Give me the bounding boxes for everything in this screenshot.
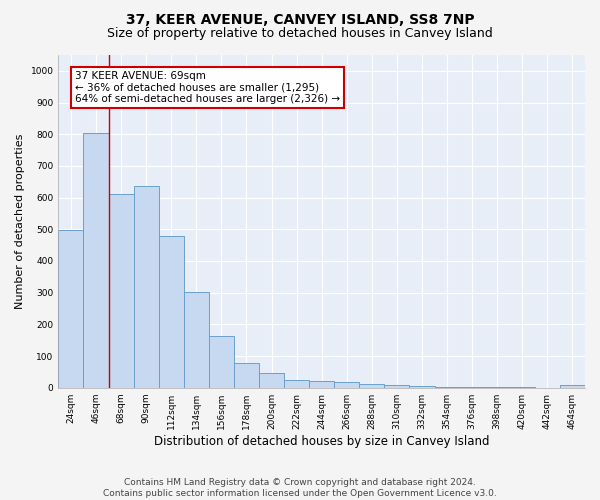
- Text: 37, KEER AVENUE, CANVEY ISLAND, SS8 7NP: 37, KEER AVENUE, CANVEY ISLAND, SS8 7NP: [125, 12, 475, 26]
- Bar: [385, 385, 409, 388]
- Bar: [284, 380, 309, 388]
- Bar: [460, 387, 485, 388]
- Bar: [259, 374, 284, 388]
- Bar: [560, 384, 585, 388]
- Bar: [83, 134, 109, 388]
- Bar: [234, 363, 259, 388]
- Text: Size of property relative to detached houses in Canvey Island: Size of property relative to detached ho…: [107, 28, 493, 40]
- Bar: [109, 194, 134, 388]
- Bar: [58, 230, 83, 388]
- Text: Contains HM Land Registry data © Crown copyright and database right 2024.
Contai: Contains HM Land Registry data © Crown c…: [103, 478, 497, 498]
- Bar: [184, 292, 209, 388]
- Bar: [359, 384, 385, 388]
- Bar: [159, 236, 184, 388]
- Bar: [409, 386, 434, 388]
- Bar: [309, 382, 334, 388]
- Bar: [134, 186, 159, 388]
- Y-axis label: Number of detached properties: Number of detached properties: [15, 134, 25, 309]
- Bar: [209, 336, 234, 388]
- X-axis label: Distribution of detached houses by size in Canvey Island: Distribution of detached houses by size …: [154, 434, 490, 448]
- Bar: [334, 382, 359, 388]
- Bar: [434, 387, 460, 388]
- Text: 37 KEER AVENUE: 69sqm
← 36% of detached houses are smaller (1,295)
64% of semi-d: 37 KEER AVENUE: 69sqm ← 36% of detached …: [75, 71, 340, 104]
